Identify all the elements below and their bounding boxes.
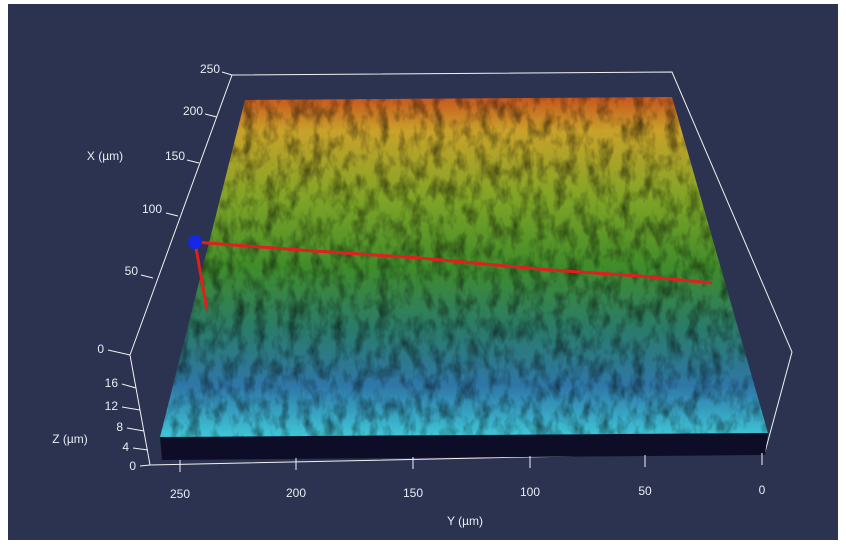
x-tick-label: 100	[142, 202, 162, 216]
profile-marker	[188, 235, 202, 249]
y-tick-label: 150	[403, 486, 423, 500]
z-tick-label: 16	[105, 376, 119, 390]
y-tick-label: 200	[286, 486, 306, 500]
x-tick-label: 150	[165, 149, 185, 163]
x-tick-label: 50	[125, 264, 139, 278]
x-tick-label: 200	[183, 104, 203, 118]
z-tick-label: 0	[129, 459, 136, 473]
y-tick-label: 50	[638, 484, 652, 498]
z-tick-label: 4	[122, 440, 129, 454]
x-tick-label: 250	[200, 62, 220, 76]
y-tick-label: 250	[170, 487, 190, 501]
x-tick-label: 0	[97, 342, 104, 356]
page: 250 200 150 100 50 0 X (µm) 16 12 8 4 0 …	[0, 0, 846, 548]
x-axis-title: X (µm)	[87, 149, 123, 163]
y-tick-label: 100	[520, 485, 540, 499]
y-tick-label: 0	[759, 483, 766, 497]
surface-texture	[160, 97, 768, 437]
y-axis-title: Y (µm)	[447, 514, 483, 528]
surface-view: 250 200 150 100 50 0 X (µm) 16 12 8 4 0 …	[0, 0, 846, 548]
z-axis-title: Z (µm)	[52, 432, 88, 446]
z-tick-label: 12	[105, 399, 119, 413]
z-tick-label: 8	[116, 420, 123, 434]
